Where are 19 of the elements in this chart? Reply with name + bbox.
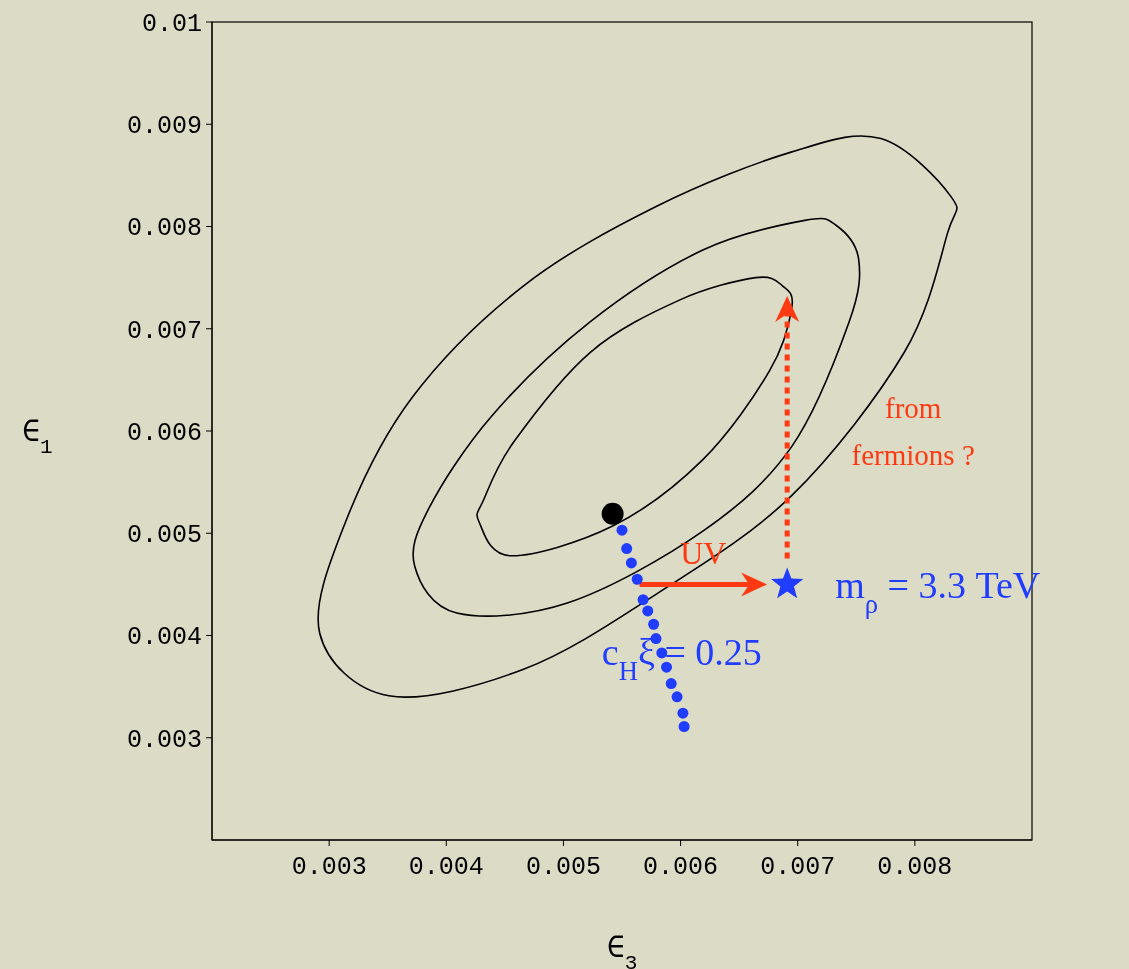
annotation: from fermions ? [851,392,975,472]
series-label: c$_{H}$ξ = 0.25 [601,630,762,686]
y-tick-label: 0.005 [126,521,202,551]
y-tick-label: 0.006 [126,418,202,448]
annotation: UV [680,535,727,572]
x-tick-label: 0.003 [291,852,367,882]
y-tick-label: 0.008 [126,214,202,244]
y-tick-label: 0.004 [126,623,202,653]
x-tick-label: 0.006 [643,852,719,882]
y-tick-label: 0.007 [126,316,202,346]
x-tick-label: 0.007 [760,852,836,882]
x-tick-label: 0.008 [877,852,953,882]
x-axis-title: ∈$_{3}$ [606,932,638,969]
x-tick-label: 0.004 [408,852,484,882]
y-tick-label: 0.009 [126,112,202,142]
y-tick-label: 0.003 [126,725,202,755]
x-tick-label: 0.005 [525,852,601,882]
y-tick-label: 0.01 [141,9,202,39]
y-axis-title: ∈$_{1}$ [22,416,53,459]
